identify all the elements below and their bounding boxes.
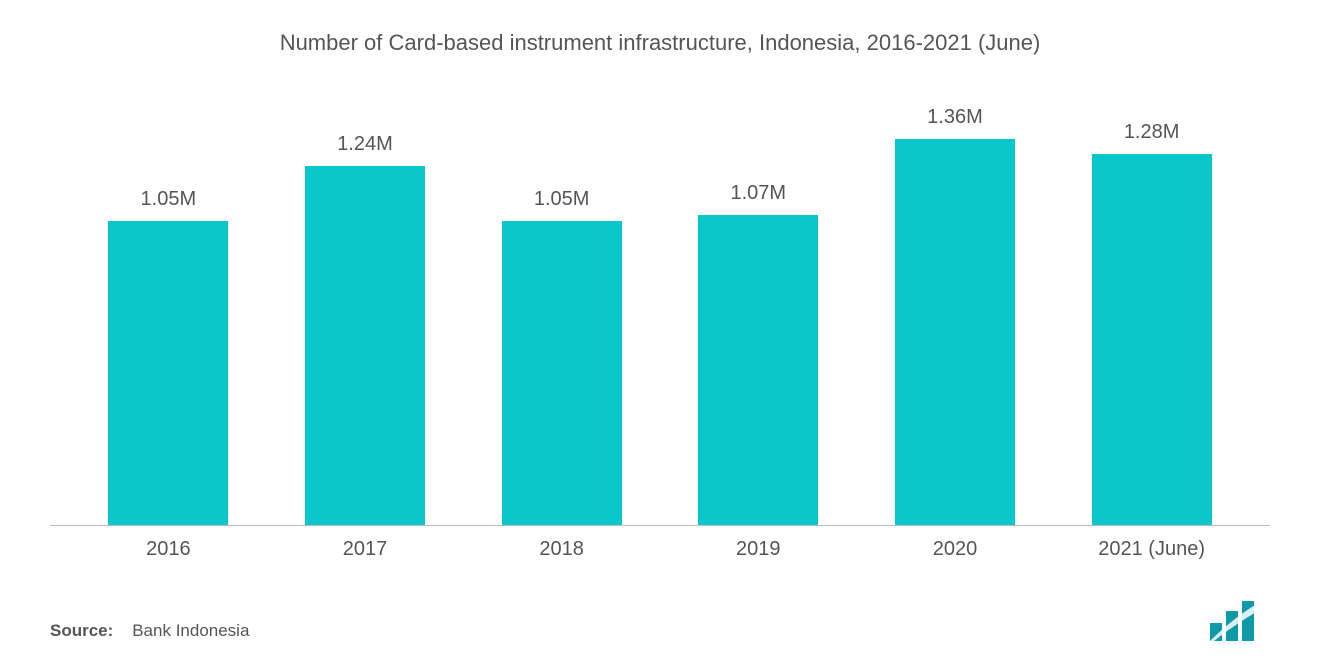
x-axis-tick: 2018: [472, 538, 652, 561]
bar-value-label: 1.07M: [731, 182, 787, 205]
bar-value-label: 1.36M: [927, 106, 983, 129]
bar-group: 1.24M: [275, 106, 455, 525]
bar-group: 1.28M: [1062, 106, 1242, 525]
bar-value-label: 1.24M: [337, 133, 393, 156]
chart-plot-area: 1.05M 1.24M 1.05M 1.07M 1.36M 1.28M: [50, 106, 1270, 526]
footer-row: Source: Bank Indonesia: [50, 601, 1270, 641]
bar: [108, 221, 228, 525]
bar: [305, 166, 425, 525]
x-axis-tick: 2017: [275, 538, 455, 561]
x-axis-tick: 2020: [865, 538, 1045, 561]
bar-group: 1.07M: [668, 106, 848, 525]
bar-value-label: 1.28M: [1124, 121, 1180, 144]
x-axis: 2016 2017 2018 2019 2020 2021 (June): [50, 526, 1270, 561]
bar-group: 1.36M: [865, 106, 1045, 525]
bar-group: 1.05M: [472, 106, 652, 525]
mordor-logo-icon: [1210, 601, 1270, 641]
bar-group: 1.05M: [78, 106, 258, 525]
bar: [698, 215, 818, 525]
x-axis-tick: 2019: [668, 538, 848, 561]
chart-title: Number of Card-based instrument infrastr…: [50, 30, 1270, 56]
bar: [1092, 154, 1212, 525]
bar: [502, 221, 622, 525]
bar: [895, 139, 1015, 525]
x-axis-tick: 2021 (June): [1062, 538, 1242, 561]
x-axis-tick: 2016: [78, 538, 258, 561]
source-value: Bank Indonesia: [132, 621, 249, 640]
source-label: Source:: [50, 621, 113, 640]
chart-container: Number of Card-based instrument infrastr…: [0, 0, 1320, 665]
source-text: Source: Bank Indonesia: [50, 621, 249, 641]
bar-value-label: 1.05M: [141, 188, 197, 211]
bar-value-label: 1.05M: [534, 188, 590, 211]
